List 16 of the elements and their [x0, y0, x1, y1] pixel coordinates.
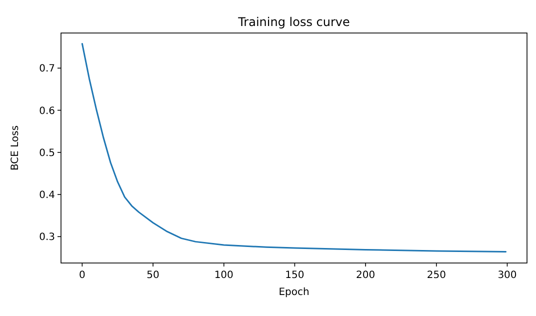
x-tick-label: 200	[356, 270, 376, 281]
line-series	[81, 42, 507, 253]
y-tick-label: 0.6	[39, 106, 55, 117]
x-tick-label: 100	[214, 270, 234, 281]
x-tick-label: 50	[146, 270, 160, 281]
x-tick-label: 250	[426, 270, 446, 281]
chart-title: Training loss curve	[237, 15, 350, 29]
x-tick-label: 0	[78, 270, 86, 281]
y-axis-title: BCE Loss	[10, 125, 21, 171]
x-axis-title: Epoch	[278, 287, 310, 298]
y-tick-label: 0.3	[39, 232, 55, 244]
y-tick-label: 0.5	[39, 148, 55, 159]
x-tick-label: 300	[498, 270, 517, 281]
x-tick-label: 150	[285, 270, 304, 281]
y-tick-label: 0.7	[39, 64, 55, 75]
y-tick-label: 0.4	[39, 190, 55, 202]
